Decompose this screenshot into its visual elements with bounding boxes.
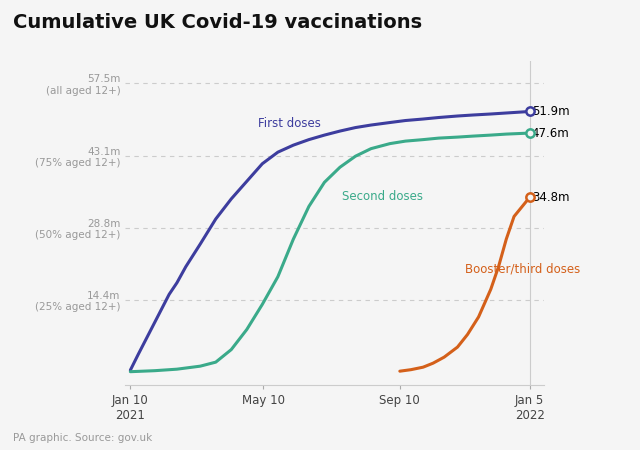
Text: PA graphic. Source: gov.uk: PA graphic. Source: gov.uk [13, 433, 152, 443]
Text: 47.6m: 47.6m [532, 126, 570, 140]
Text: First doses: First doses [258, 117, 321, 130]
Text: Booster/third doses: Booster/third doses [465, 263, 580, 276]
Text: 34.8m: 34.8m [532, 191, 570, 204]
Text: Second doses: Second doses [342, 190, 423, 203]
Text: 51.9m: 51.9m [532, 105, 570, 118]
Text: Cumulative UK Covid-19 vaccinations: Cumulative UK Covid-19 vaccinations [13, 14, 422, 32]
